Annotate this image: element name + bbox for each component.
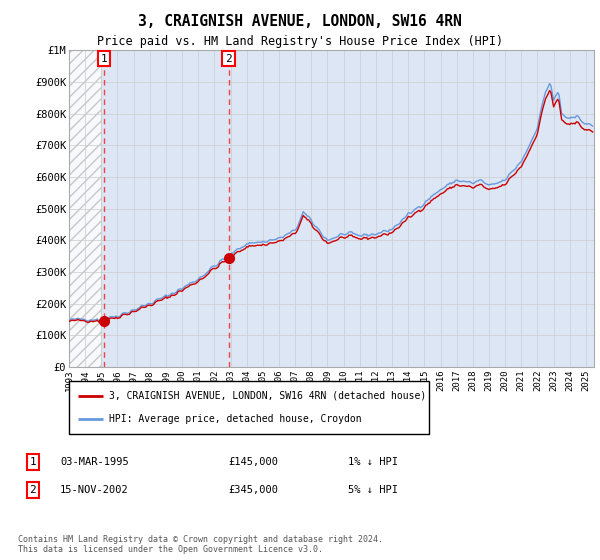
Text: Contains HM Land Registry data © Crown copyright and database right 2024.
This d: Contains HM Land Registry data © Crown c… [18, 535, 383, 554]
Text: 1: 1 [29, 457, 37, 467]
Text: 5% ↓ HPI: 5% ↓ HPI [348, 485, 398, 495]
Text: 2: 2 [225, 54, 232, 64]
Text: 2: 2 [29, 485, 37, 495]
Text: 03-MAR-1995: 03-MAR-1995 [60, 457, 129, 467]
Text: £345,000: £345,000 [228, 485, 278, 495]
Text: 3, CRAIGNISH AVENUE, LONDON, SW16 4RN: 3, CRAIGNISH AVENUE, LONDON, SW16 4RN [138, 14, 462, 29]
Text: 1% ↓ HPI: 1% ↓ HPI [348, 457, 398, 467]
Text: £145,000: £145,000 [228, 457, 278, 467]
Text: 3, CRAIGNISH AVENUE, LONDON, SW16 4RN (detached house): 3, CRAIGNISH AVENUE, LONDON, SW16 4RN (d… [109, 391, 426, 401]
Text: 1: 1 [101, 54, 107, 64]
Text: Price paid vs. HM Land Registry's House Price Index (HPI): Price paid vs. HM Land Registry's House … [97, 35, 503, 48]
Text: HPI: Average price, detached house, Croydon: HPI: Average price, detached house, Croy… [109, 414, 361, 424]
Text: 15-NOV-2002: 15-NOV-2002 [60, 485, 129, 495]
Bar [69, 50, 101, 367]
